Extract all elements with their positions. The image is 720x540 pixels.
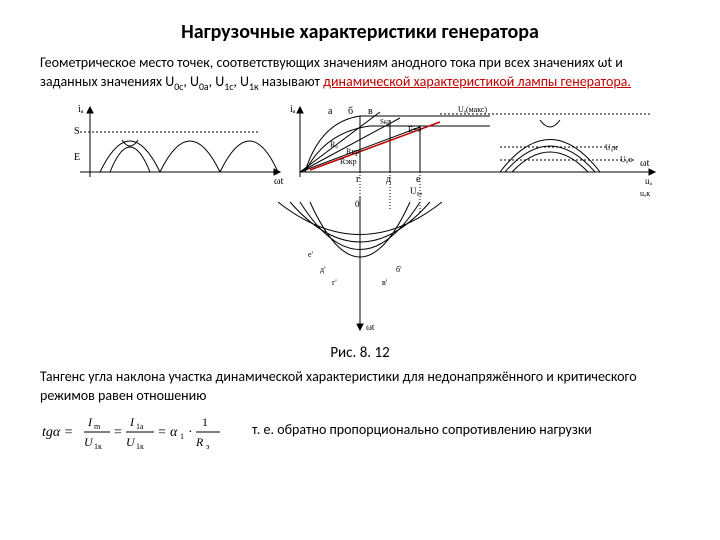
svg-text:U₀ₐ: U₀ₐ — [410, 186, 423, 196]
svg-text:I: I — [87, 415, 93, 429]
figure-caption: Рис. 8. 12 — [40, 344, 680, 362]
svg-text:Uₐ(макс): Uₐ(макс) — [458, 105, 487, 114]
svg-text:1к: 1к — [94, 442, 102, 451]
page-title: Нагрузочные характеристики генератора — [40, 20, 680, 44]
svg-text:Rкр: Rкр — [346, 147, 359, 156]
intro-p5: называют — [259, 73, 324, 90]
svg-text:ωt: ωt — [640, 158, 650, 169]
intro-highlight: динамической характеристикой лампы генер… — [323, 73, 631, 90]
intro-text: Геометрическое место точек, соответствую… — [40, 54, 680, 94]
intro-s4: 1к — [249, 81, 259, 93]
svg-text:=: = — [114, 425, 122, 440]
intro-s2: 0а — [199, 81, 209, 93]
svg-text:iₐ: iₐ — [78, 104, 84, 115]
svg-text:б: б — [348, 106, 353, 117]
svg-text:S: S — [74, 126, 80, 137]
formula-tail: т. е. обратно пропорционально сопротивле… — [252, 421, 592, 440]
svg-text:U: U — [126, 435, 136, 449]
intro-p4: , U — [233, 73, 249, 90]
svg-text:е': е' — [308, 250, 314, 259]
svg-text:U: U — [84, 435, 94, 449]
svg-text:R: R — [195, 435, 204, 449]
svg-text:д': д' — [320, 265, 326, 274]
svg-text:1: 1 — [180, 432, 184, 441]
svg-text:Sкр: Sкр — [380, 118, 391, 126]
svg-text:в': в' — [382, 278, 388, 287]
figure: iₐ ωt S E iₐ а б в г д е — [40, 102, 680, 362]
svg-text:tgα =: tgα = — [42, 425, 73, 440]
svg-text:б': б' — [396, 265, 402, 274]
svg-text:I: I — [129, 415, 135, 429]
svg-text:R₀: R₀ — [330, 140, 338, 149]
svg-text:0: 0 — [355, 199, 360, 209]
svg-text:E: E — [74, 152, 80, 163]
svg-text:·: · — [188, 425, 193, 440]
svg-text:1a: 1a — [136, 422, 144, 431]
generator-diagram: iₐ ωt S E iₐ а б в г д е — [60, 102, 660, 337]
svg-text:uₐ: uₐ — [645, 176, 653, 186]
svg-text:г: г — [356, 174, 360, 185]
intro-p3: , U — [209, 73, 225, 90]
intro-s1: 0с — [174, 81, 183, 93]
svg-text:α: α — [170, 425, 178, 440]
svg-text:ωt: ωt — [366, 322, 375, 332]
svg-text:1к: 1к — [136, 442, 144, 451]
svg-text:э: э — [206, 442, 210, 451]
svg-text:E=0: E=0 — [408, 125, 421, 134]
svg-text:1: 1 — [202, 415, 208, 429]
formula-row: tgα = I m U 1к = I 1a U 1к = α 1 · 1 R э… — [40, 410, 680, 452]
svg-text:m: m — [94, 422, 101, 431]
svg-text:Rэкр: Rэкр — [340, 157, 357, 166]
svg-text:г': г' — [332, 278, 337, 287]
svg-text:iₐ: iₐ — [290, 104, 296, 115]
svg-text:uₐк: uₐк — [640, 189, 650, 198]
formula: tgα = I m U 1к = I 1a U 1к = α 1 · 1 R э — [40, 410, 240, 452]
svg-text:U₀к: U₀к — [605, 143, 618, 152]
outro-text: Тангенс угла наклона участка динамическо… — [40, 368, 680, 406]
svg-text:в: в — [368, 106, 373, 117]
svg-text:=: = — [158, 425, 166, 440]
svg-text:а: а — [328, 106, 333, 117]
svg-text:ωt: ωt — [274, 176, 284, 187]
intro-p2: , U — [183, 73, 199, 90]
